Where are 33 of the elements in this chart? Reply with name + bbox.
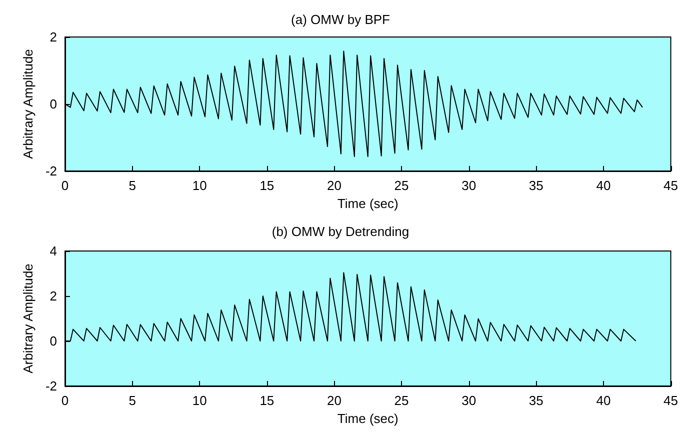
x-tick-label: 30 (462, 393, 476, 408)
x-tick-label: 45 (664, 178, 678, 193)
y-tick-label: 0 (50, 96, 57, 112)
x-tick-label: 5 (128, 178, 136, 193)
x-tick-label: 0 (61, 178, 69, 193)
x-tick-label: 20 (326, 393, 342, 408)
x-tick-label: 45 (664, 393, 678, 408)
x-tick-label: 25 (394, 393, 409, 408)
x-tick-label: 30 (462, 178, 476, 193)
y-axis-title: Arbitrary Amplitude (20, 49, 36, 159)
x-tick-label: 35 (528, 178, 544, 193)
x-tick-label: 10 (192, 393, 207, 408)
y-axis-title: Arbitrary Amplitude (20, 264, 36, 374)
x-axis-title: Time (sec) (337, 410, 398, 426)
x-tick-label: 15 (260, 178, 274, 193)
y-tick-label: 2 (50, 288, 57, 304)
y-tick-label: 4 (50, 244, 57, 258)
x-tick-label: 40 (596, 393, 611, 408)
x-axis-title: Time (sec) (337, 196, 398, 211)
y-tick-label: 2 (50, 30, 57, 44)
y-tick-label: 0 (50, 334, 57, 348)
y-tick-label: -2 (45, 164, 57, 178)
x-tick-label: 5 (128, 393, 136, 408)
x-tick-label: 15 (260, 393, 274, 408)
x-tick-label: 20 (326, 178, 342, 193)
x-tick-label: 0 (61, 393, 69, 408)
x-tick-label: 35 (528, 393, 544, 408)
y-tick-label: -2 (45, 378, 57, 394)
x-tick-label: 40 (596, 178, 611, 193)
chart-title: (b) OMW by Detrending (272, 224, 410, 239)
x-tick-label: 25 (394, 178, 409, 193)
chart-title: (a) OMW by BPF (291, 12, 390, 27)
x-tick-label: 10 (192, 178, 207, 193)
